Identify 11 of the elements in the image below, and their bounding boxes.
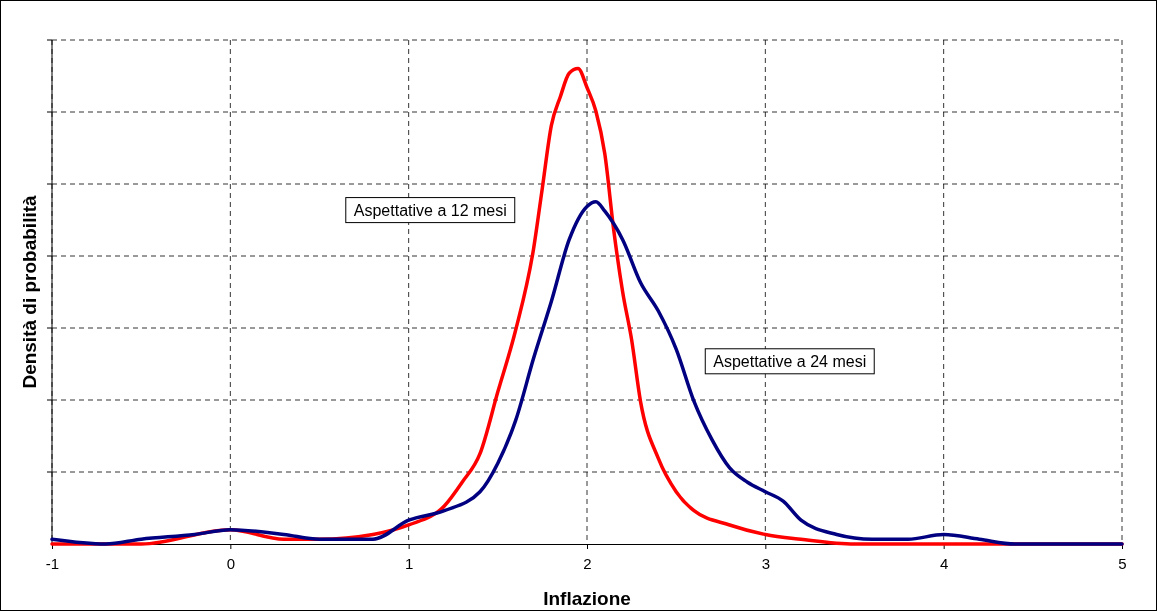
x-tick-label: 1 [404, 554, 414, 572]
series-label: Aspettative a 12 mesi [353, 201, 507, 219]
series-label: Aspettative a 24 mesi [713, 352, 867, 370]
x-tick-label: 2 [583, 554, 592, 572]
y-axis-title: Densità di probabilità [19, 194, 40, 389]
x-tick-label: 4 [939, 554, 949, 572]
x-tick-label: -1 [45, 554, 60, 572]
x-tick-label: 5 [1118, 554, 1127, 572]
x-tick-label: 0 [226, 554, 236, 572]
x-tick-label: 3 [761, 554, 771, 572]
x-axis-title: Inflazione [543, 588, 631, 609]
